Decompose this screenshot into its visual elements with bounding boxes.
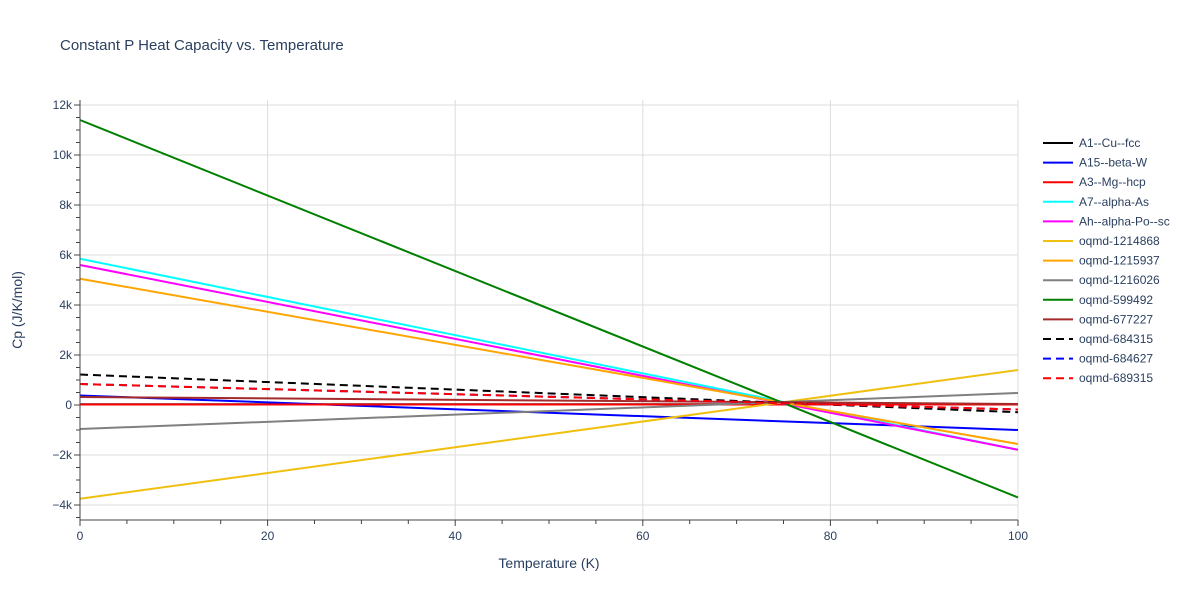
series-line-oqmd-1216026 [79,392,1019,430]
y-tick-label: 10k [53,148,73,162]
legend-item-A3--Mg--hcp[interactable]: A3--Mg--hcp [1043,175,1146,189]
legend-item-A7--alpha-As[interactable]: A7--alpha-As [1043,195,1149,209]
y-tick-label: 4k [59,298,73,312]
legend-label: A7--alpha-As [1079,195,1149,209]
y-axis-label: Cp (J/K/mol) [9,271,25,349]
legend-item-oqmd-1216026[interactable]: oqmd-1216026 [1043,273,1160,287]
legend-item-oqmd-684315[interactable]: oqmd-684315 [1043,332,1153,346]
x-axis-label: Temperature (K) [498,555,599,571]
y-tick-label: −4k [52,498,73,512]
legend-label: A15--beta-W [1079,156,1148,170]
series-line-Ah--alpha-Po--sc [79,264,1019,451]
legend-label: oqmd-684627 [1079,352,1153,366]
x-tick-label: 20 [261,529,275,543]
axes: 0 20 40 60 80 100 −4k −2k 0 2k 4k 6k 8k 10k 12k [52,98,1028,543]
x-tick-label: 60 [636,529,650,543]
grid [80,100,1019,520]
series-line-oqmd-1214868 [79,369,1019,500]
y-tick-label: −2k [52,448,73,462]
legend-item-oqmd-684627[interactable]: oqmd-684627 [1043,352,1153,366]
y-tick-label: 2k [59,348,73,362]
legend-label: oqmd-684315 [1079,332,1153,346]
y-tick-label: 12k [53,98,73,112]
legend-label: oqmd-1214868 [1079,234,1160,248]
legend-label: oqmd-1216026 [1079,273,1160,287]
legend-label: oqmd-599492 [1079,293,1153,307]
legend-item-oqmd-1215937[interactable]: oqmd-1215937 [1043,254,1160,268]
x-tick-label: 100 [1008,529,1028,543]
series-line-oqmd-1215937 [79,277,1019,445]
legend-item-oqmd-1214868[interactable]: oqmd-1214868 [1043,234,1160,248]
series-line-A15--beta-W [79,394,1019,431]
y-tick-label: 6k [59,248,73,262]
y-tick-label: 8k [59,198,73,212]
legend-item-A15--beta-W[interactable]: A15--beta-W [1043,156,1148,170]
series-line-oqmd-689315 [79,383,1019,411]
legend-item-oqmd-599492[interactable]: oqmd-599492 [1043,293,1153,307]
x-tick-label: 0 [77,529,84,543]
legend-label: Ah--alpha-Po--sc [1079,214,1170,228]
legend-label: oqmd-1215937 [1079,254,1160,268]
legend-item-Ah--alpha-Po--sc[interactable]: Ah--alpha-Po--sc [1043,214,1170,228]
series-line-oqmd-677227 [79,396,1019,405]
x-tick-label: 40 [449,529,463,543]
series-line-oqmd-599492 [79,119,1019,499]
legend-label: A1--Cu--fcc [1079,136,1140,150]
x-tick-label: 80 [824,529,838,543]
legend-label: A3--Mg--hcp [1079,175,1146,189]
legend-item-oqmd-689315[interactable]: oqmd-689315 [1043,371,1153,385]
plot-area [79,119,1019,500]
series-line-A7--alpha-As [79,257,1019,451]
legend-label: oqmd-677227 [1079,312,1153,326]
chart-title: Constant P Heat Capacity vs. Temperature [60,37,344,54]
legend-item-A1--Cu--fcc[interactable]: A1--Cu--fcc [1043,136,1140,150]
legend-item-oqmd-677227[interactable]: oqmd-677227 [1043,312,1153,326]
legend-label: oqmd-689315 [1079,371,1153,385]
y-tick-label: 0 [65,398,72,412]
legend[interactable]: A1--Cu--fcc A15--beta-W A3--Mg--hcp A7--alp… [1043,136,1170,385]
